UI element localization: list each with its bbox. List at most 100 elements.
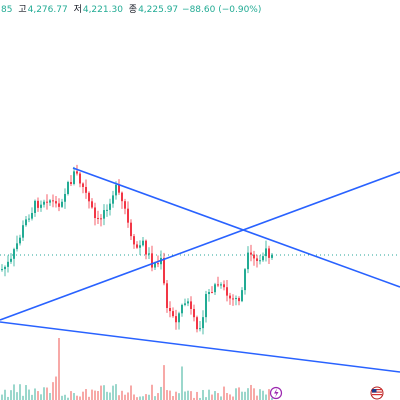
volume-bar-16	[49, 392, 51, 400]
volume-bar-4	[13, 384, 15, 400]
volume-bar-9	[28, 389, 30, 400]
candle-body-56	[169, 308, 171, 312]
volume-bar-63	[190, 391, 192, 400]
candle-body-15	[46, 201, 48, 203]
volume-bar-84	[253, 388, 255, 400]
candle-body-54	[163, 257, 165, 284]
candle-body-49	[148, 253, 150, 255]
volume-bar-0	[1, 394, 3, 400]
volume-bar-57	[172, 396, 174, 400]
volume-bar-36	[109, 392, 111, 400]
legend-label-low: 저	[73, 5, 82, 15]
candle-body-31	[94, 207, 96, 219]
candle-body-80	[241, 290, 243, 302]
candle-body-76	[229, 295, 231, 299]
candle-body-40	[121, 192, 123, 202]
candle-body-90	[271, 254, 273, 258]
candle-body-42	[127, 208, 129, 223]
trendline-upper-descending	[72, 167, 400, 288]
candle-body-17	[52, 200, 54, 202]
volume-bar-65	[196, 391, 198, 400]
candle-body-71	[214, 284, 216, 293]
volume-bar-46	[139, 396, 141, 400]
candle-body-45	[136, 244, 138, 248]
volume-bar-45	[136, 397, 138, 400]
us-flag-icon[interactable]	[370, 386, 384, 400]
volume-bar-11	[34, 388, 36, 400]
candle-body-25	[76, 171, 78, 174]
volume-bar-81	[244, 391, 246, 400]
volume-bar-52	[157, 393, 159, 400]
volume-bar-66	[199, 397, 201, 400]
candle-body-83	[250, 252, 252, 255]
volume-bar-51	[154, 396, 156, 400]
candle-body-6	[19, 237, 21, 244]
trendline-lower-descending	[0, 321, 400, 373]
volume-bar-50	[151, 384, 153, 400]
volume-bar-2	[7, 396, 9, 400]
candle-body-47	[142, 240, 144, 246]
candle-body-89	[268, 248, 270, 258]
legend-label-close: 종	[128, 5, 138, 15]
lightning-icon[interactable]	[269, 386, 283, 400]
candle-body-34	[103, 210, 105, 219]
volume-bar-22	[67, 397, 69, 400]
candle-body-75	[226, 287, 228, 296]
candle-body-59	[178, 313, 180, 323]
candle-body-2	[7, 261, 9, 267]
candle-body-48	[145, 240, 147, 255]
candle-body-32	[97, 218, 99, 220]
candlesticks	[1, 164, 273, 335]
volume-bar-31	[94, 390, 96, 400]
volume-bar-75	[226, 392, 228, 400]
candle-body-65	[196, 317, 198, 330]
volume-bar-71	[214, 391, 216, 400]
volume-bar-53	[160, 386, 162, 400]
candle-body-57	[172, 311, 174, 317]
volume-bar-85	[256, 395, 258, 400]
candle-body-50	[151, 253, 153, 268]
volume-bar-61	[184, 391, 186, 400]
volume-bar-87	[262, 390, 264, 400]
candle-body-12	[37, 200, 39, 208]
volume-bar-32	[97, 391, 99, 400]
candle-body-79	[238, 298, 240, 302]
candle-body-7	[22, 225, 24, 238]
candle-body-69	[208, 292, 210, 295]
candle-body-29	[88, 192, 90, 202]
candle-body-3	[10, 258, 12, 262]
candle-body-82	[247, 252, 249, 270]
candle-body-64	[193, 308, 195, 318]
candle-body-73	[220, 284, 222, 286]
candle-body-44	[133, 236, 135, 245]
candle-body-38	[115, 184, 117, 196]
candle-body-30	[91, 201, 93, 208]
volume-bar-12	[37, 391, 39, 400]
candle-body-26	[79, 173, 81, 184]
volume-bar-88	[265, 394, 267, 400]
candle-body-87	[262, 256, 264, 261]
candle-body-74	[223, 284, 225, 288]
candle-body-13	[40, 204, 42, 208]
candle-body-14	[43, 201, 45, 205]
candle-body-66	[199, 328, 201, 330]
candle-body-18	[55, 201, 57, 204]
candle-body-52	[157, 263, 159, 265]
candle-body-35	[106, 209, 108, 211]
candle-body-58	[175, 316, 177, 323]
volume-bar-29	[88, 396, 90, 400]
volume-bar-30	[91, 389, 93, 400]
candle-body-19	[58, 203, 60, 207]
volume-bar-14	[43, 387, 45, 400]
volume-bar-48	[145, 394, 147, 400]
candle-body-60	[181, 304, 183, 314]
volume-bar-20	[61, 395, 63, 400]
volume-bar-13	[40, 394, 42, 400]
volume-bar-23	[70, 391, 72, 400]
volume-bar-3	[10, 390, 12, 400]
volume-bar-64	[193, 397, 195, 400]
volume-bar-38	[115, 384, 117, 400]
volume-bar-18	[55, 376, 57, 400]
volume-bar-83	[250, 384, 252, 400]
